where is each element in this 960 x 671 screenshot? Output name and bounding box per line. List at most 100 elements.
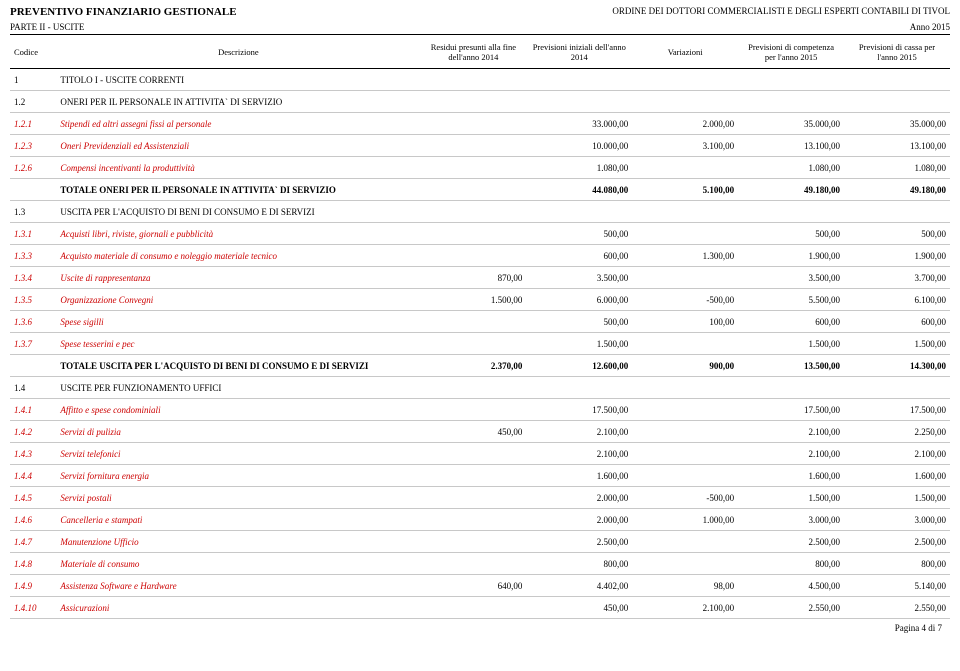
- cell-desc: TITOLO I - USCITE CORRENTI: [56, 69, 420, 91]
- cell-num: 600,00: [844, 311, 950, 333]
- cell-num: 10.000,00: [526, 135, 632, 157]
- header: PREVENTIVO FINANZIARIO GESTIONALE ORDINE…: [10, 6, 950, 18]
- cell-num: 500,00: [526, 223, 632, 245]
- cell-num: 500,00: [738, 223, 844, 245]
- title-left: PREVENTIVO FINANZIARIO GESTIONALE: [10, 6, 237, 18]
- cell-num: [420, 597, 526, 619]
- cell-code: 1.4.7: [10, 531, 56, 553]
- col-prev-cassa: Previsioni di cassa per l'anno 2015: [844, 35, 950, 69]
- cell-num: 1.080,00: [526, 157, 632, 179]
- cell-num: 5.100,00: [632, 179, 738, 201]
- table-body: 1TITOLO I - USCITE CORRENTI1.2ONERI PER …: [10, 69, 950, 619]
- cell-num: [632, 377, 738, 399]
- cell-num: 2.100,00: [844, 443, 950, 465]
- cell-code: 1.4.9: [10, 575, 56, 597]
- cell-desc: Uscite di rappresentanza: [56, 267, 420, 289]
- cell-desc: Oneri Previdenziali ed Assistenziali: [56, 135, 420, 157]
- table-row: 1.4.4Servizi fornitura energia 1.600,00 1.…: [10, 465, 950, 487]
- cell-num: [420, 113, 526, 135]
- col-prev-comp: Previsioni di competenza per l'anno 2015: [738, 35, 844, 69]
- cell-num: 5.500,00: [738, 289, 844, 311]
- cell-desc: Compensi incentivanti la produttività: [56, 157, 420, 179]
- cell-num: [632, 223, 738, 245]
- cell-code: 1.4.2: [10, 421, 56, 443]
- cell-num: 35.000,00: [844, 113, 950, 135]
- cell-num: 1.600,00: [526, 465, 632, 487]
- cell-num: 1.900,00: [844, 245, 950, 267]
- cell-num: 1.500,00: [526, 333, 632, 355]
- cell-num: [738, 377, 844, 399]
- cell-num: [738, 91, 844, 113]
- cell-num: 17.500,00: [738, 399, 844, 421]
- cell-num: 2.500,00: [738, 531, 844, 553]
- cell-num: 1.600,00: [844, 465, 950, 487]
- cell-code: 1.4.3: [10, 443, 56, 465]
- col-descr: Descrizione: [56, 35, 420, 69]
- table-row: 1.3.7Spese tesserini e pec1.500,001.500,…: [10, 333, 950, 355]
- cell-code: 1.4.5: [10, 487, 56, 509]
- cell-num: 640,00: [420, 575, 526, 597]
- cell-num: 13.100,00: [738, 135, 844, 157]
- cell-code: 1.3: [10, 201, 56, 223]
- table-row: TOTALE USCITA PER L'ACQUISTO DI BENI DI …: [10, 355, 950, 377]
- cell-num: 2.100,00: [738, 421, 844, 443]
- col-residui: Residui presunti alla fine dell'anno 201…: [420, 35, 526, 69]
- cell-num: 2.000,00: [526, 509, 632, 531]
- cell-num: 49.180,00: [738, 179, 844, 201]
- cell-num: [420, 91, 526, 113]
- cell-num: 1.500,00: [844, 487, 950, 509]
- cell-code: 1.4.10: [10, 597, 56, 619]
- cell-num: [844, 377, 950, 399]
- cell-num: 1.300,00: [632, 245, 738, 267]
- page-footer: Pagina 4 di 7: [10, 619, 950, 633]
- table-row: 1.4.1Affitto e spese condominiali17.500,…: [10, 399, 950, 421]
- cell-code: 1.2: [10, 91, 56, 113]
- cell-num: [632, 91, 738, 113]
- cell-num: 1.500,00: [420, 289, 526, 311]
- cell-code: [10, 355, 56, 377]
- cell-code: 1.2.1: [10, 113, 56, 135]
- cell-num: [420, 487, 526, 509]
- cell-code: 1.4.4: [10, 465, 56, 487]
- cell-num: [632, 421, 738, 443]
- cell-code: 1.4.1: [10, 399, 56, 421]
- cell-num: [632, 201, 738, 223]
- cell-num: 600,00: [526, 245, 632, 267]
- page: PREVENTIVO FINANZIARIO GESTIONALE ORDINE…: [0, 0, 960, 633]
- cell-code: 1.4.8: [10, 553, 56, 575]
- cell-desc: Servizi fornitura energia: [56, 465, 420, 487]
- cell-num: 1.080,00: [844, 157, 950, 179]
- cell-num: 98,00: [632, 575, 738, 597]
- budget-table: Codice Descrizione Residui presunti alla…: [10, 34, 950, 619]
- cell-num: [632, 399, 738, 421]
- cell-num: 5.140,00: [844, 575, 950, 597]
- cell-num: 100,00: [632, 311, 738, 333]
- cell-num: [420, 443, 526, 465]
- cell-num: 1.080,00: [738, 157, 844, 179]
- cell-num: [420, 223, 526, 245]
- cell-num: -500,00: [632, 289, 738, 311]
- cell-num: 2.100,00: [632, 597, 738, 619]
- cell-num: [632, 267, 738, 289]
- cell-num: [420, 311, 526, 333]
- cell-desc: Spese tesserini e pec: [56, 333, 420, 355]
- cell-code: 1.3.1: [10, 223, 56, 245]
- cell-num: [632, 553, 738, 575]
- cell-num: 4.500,00: [738, 575, 844, 597]
- cell-num: 13.500,00: [738, 355, 844, 377]
- cell-num: 14.300,00: [844, 355, 950, 377]
- cell-num: 3.000,00: [844, 509, 950, 531]
- cell-num: 2.100,00: [526, 443, 632, 465]
- cell-num: 6.000,00: [526, 289, 632, 311]
- cell-num: 1.000,00: [632, 509, 738, 531]
- cell-num: [526, 201, 632, 223]
- table-row: 1.2ONERI PER IL PERSONALE IN ATTIVITA` D…: [10, 91, 950, 113]
- cell-desc: Materiale di consumo: [56, 553, 420, 575]
- cell-code: 1.3.3: [10, 245, 56, 267]
- table-row: 1.3.6Spese sigilli500,00100,00600,00600,…: [10, 311, 950, 333]
- cell-num: 13.100,00: [844, 135, 950, 157]
- cell-num: 2.500,00: [526, 531, 632, 553]
- cell-num: 2.550,00: [738, 597, 844, 619]
- cell-num: 2.250,00: [844, 421, 950, 443]
- cell-num: 2.500,00: [844, 531, 950, 553]
